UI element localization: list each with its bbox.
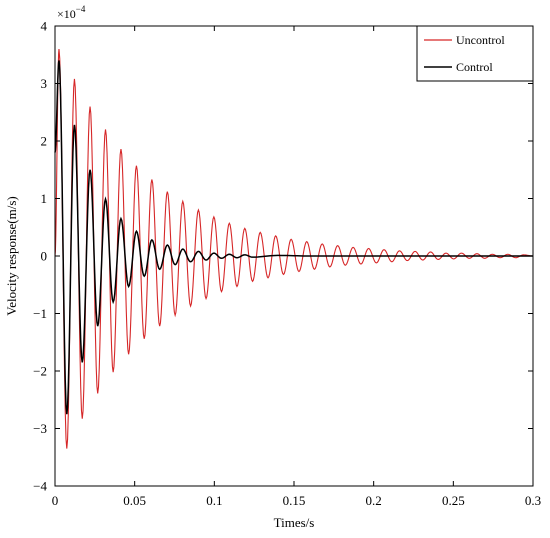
y-tick-label: 3 — [41, 76, 48, 91]
legend-label-uncontrol: Uncontrol — [456, 33, 505, 47]
x-tick-label: 0 — [52, 493, 59, 508]
x-tick-label: 0.25 — [442, 493, 465, 508]
legend: Uncontrol Control — [416, 25, 534, 82]
y-tick-label: −2 — [33, 364, 47, 379]
y-tick-label: 2 — [41, 134, 48, 149]
y-multiplier-exponent: −4 — [76, 4, 86, 14]
x-tick-label: 0.3 — [525, 493, 541, 508]
x-axis-label: Times/s — [274, 515, 315, 530]
y-tick-label: −4 — [33, 479, 47, 494]
legend-box — [416, 25, 534, 82]
y-tick-label: −1 — [33, 306, 47, 321]
series-line-uncontrol — [54, 48, 534, 449]
x-tick-label: 0.2 — [366, 493, 382, 508]
series-layer — [54, 48, 534, 449]
y-tick-label: 4 — [41, 19, 48, 34]
y-tick-label: 0 — [41, 249, 48, 264]
y-tick-label: −3 — [33, 421, 47, 436]
series-line-control — [54, 60, 533, 415]
x-tick-label: 0.05 — [123, 493, 146, 508]
x-tick-label: 0.1 — [206, 493, 222, 508]
y-axis-label: Velocity response(m/s) — [4, 196, 19, 316]
ticks-layer: 0 0.05 0.1 0.15 0.2 0.25 0.3 −4 −3 −2 −1 0 1 2 3 4 — [33, 19, 541, 509]
x-tick-label: 0.15 — [283, 493, 306, 508]
legend-label-control: Control — [456, 60, 493, 74]
y-multiplier-label: ×10−4 — [57, 4, 86, 21]
y-tick-label: 1 — [41, 191, 48, 206]
